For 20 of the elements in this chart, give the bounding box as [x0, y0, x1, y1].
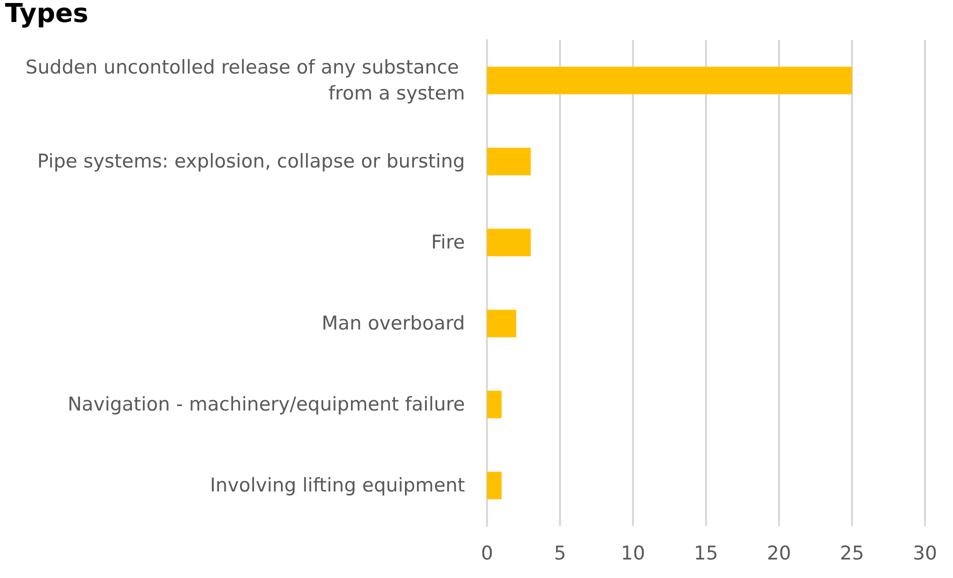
bar [487, 310, 516, 338]
x-tick-label: 5 [554, 542, 566, 564]
x-tick-label: 0 [480, 542, 494, 564]
bar [487, 148, 531, 176]
x-tick-label: 30 [912, 542, 938, 564]
text: Types [5, 0, 88, 29]
bar [487, 228, 531, 256]
bar [487, 390, 502, 418]
y-tick-label: Pipe systems: explosion, collapse or bursting [37, 150, 465, 172]
y-tick-label: Man overboard [322, 312, 465, 334]
y-tick-label: Involving lifting equipment [210, 474, 465, 496]
x-tick-label: 15 [694, 542, 718, 564]
y-tick-label: Sudden uncontolled release of any substance from a system [26, 56, 465, 104]
bar [487, 66, 852, 94]
y-tick-label: Fire [431, 232, 465, 254]
x-tick-label: 20 [766, 542, 792, 564]
bar [487, 472, 502, 500]
y-tick-label: Navigation - machinery/equipment failure [68, 394, 465, 416]
x-tick-label: 25 [840, 542, 864, 564]
x-tick-label: 10 [620, 542, 646, 564]
